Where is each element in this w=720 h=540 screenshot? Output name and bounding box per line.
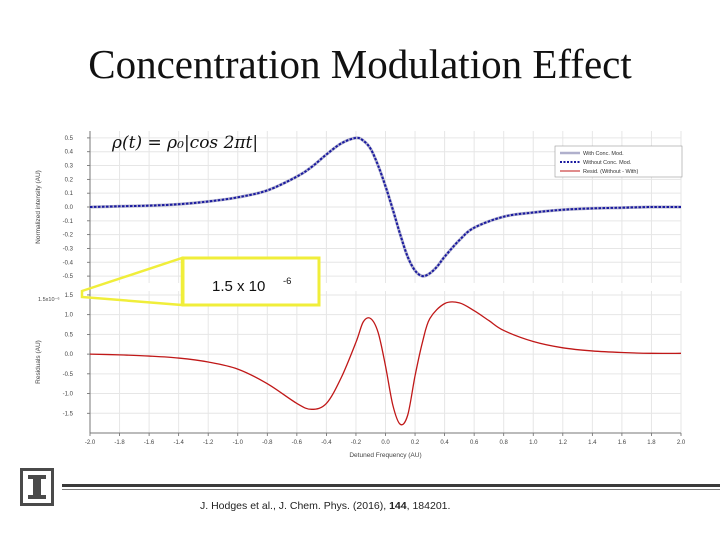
bottom-y-tick-label: -1.0 — [63, 392, 74, 398]
bottom-y-tick-label: -1.5 — [63, 411, 74, 417]
x-tick-label: 2.0 — [677, 440, 686, 446]
scale-label: 1.5x10⁻⁶ — [38, 296, 60, 303]
bottom-panel-grid — [89, 291, 682, 433]
x-tick-label: 0.0 — [381, 440, 390, 446]
highlight-box — [181, 256, 321, 307]
highlight-callout: 1.5 x 10 -6 — [80, 256, 321, 307]
top-y-tick-label: 0.4 — [65, 150, 74, 156]
highlight-zoom-lines — [80, 256, 184, 307]
top-y-tick-label: 0.1 — [65, 191, 74, 197]
x-tick-label: -1.2 — [203, 440, 214, 446]
bottom-y-axis-label: Residuals (AU) — [35, 340, 42, 384]
labels-layer: -2.0 -1.8 -1.6 -1.4 -1.2 -1.0 -0.8 -0.6 -0.4 -0.2… — [35, 133, 686, 459]
legend-entry: Without Conc. Mod. — [583, 160, 632, 166]
highlight-label: 1.5 x 10 — [212, 278, 265, 295]
x-tick-label: -1.8 — [114, 440, 125, 446]
x-axis-label: Detuned Frequency (AU) — [349, 452, 421, 459]
bottom-y-tick-label: -0.5 — [63, 372, 74, 378]
x-tick-label: -0.2 — [351, 440, 362, 446]
top-y-tick-label: -0.5 — [63, 274, 74, 280]
x-tick-label: -0.4 — [321, 440, 332, 446]
top-y-tick-label: 0.3 — [65, 164, 74, 170]
series-layer — [89, 136, 682, 426]
x-tick-label: 1.0 — [529, 440, 538, 446]
x-tick-label: -2.0 — [85, 440, 96, 446]
series-residual — [89, 301, 682, 426]
citation: J. Hodges et al., J. Chem. Phys. (2016),… — [200, 500, 451, 512]
x-tick-label: 1.2 — [559, 440, 568, 446]
legend-entry: With Conc. Mod. — [583, 151, 624, 157]
x-tick-label: 1.8 — [647, 440, 656, 446]
x-tick-label: 1.4 — [588, 440, 597, 446]
bottom-y-tick-label: 0.0 — [65, 352, 74, 358]
top-y-tick-label: -0.4 — [63, 260, 74, 266]
top-y-tick-label: -0.2 — [63, 233, 74, 239]
legend-entry: Resid. (Without - With) — [583, 169, 638, 175]
x-tick-label: 1.6 — [618, 440, 627, 446]
chart-axes — [87, 131, 682, 436]
bottom-y-tick-label: 1.0 — [65, 313, 74, 319]
top-y-tick-label: 0.5 — [65, 136, 74, 142]
footer-bar — [0, 480, 720, 496]
x-tick-label: -0.8 — [262, 440, 273, 446]
formula-label: ρ(t) = ρ₀|cos 2πt| — [111, 133, 258, 153]
top-y-tick-label: 0.2 — [65, 177, 74, 183]
x-tick-label: -1.6 — [144, 440, 155, 446]
university-logo — [20, 468, 54, 506]
legend-box — [554, 145, 683, 178]
slide-title: Concentration Modulation Effect — [88, 41, 632, 87]
top-y-tick-label: -0.3 — [63, 246, 74, 252]
top-y-tick-label: -0.1 — [63, 219, 74, 225]
x-tick-label: -0.6 — [292, 440, 303, 446]
top-y-tick-label: 0.0 — [65, 205, 74, 211]
bottom-y-tick-label: 1.5 — [65, 293, 74, 299]
x-tick-label: 0.6 — [470, 440, 479, 446]
series-without-conc-mod — [89, 136, 682, 278]
x-tick-label: -1.0 — [233, 440, 244, 446]
x-tick-label: 0.2 — [411, 440, 420, 446]
x-tick-label: 0.4 — [440, 440, 449, 446]
bottom-y-tick-label: 0.5 — [65, 332, 74, 338]
x-tick-label: -1.4 — [173, 440, 184, 446]
x-tick-label: 0.8 — [500, 440, 509, 446]
legend: With Conc. Mod. Without Conc. Mod. Resid. … — [554, 145, 683, 178]
top-y-axis-label: Normalized intensity (AU) — [35, 170, 42, 244]
highlight-exponent: -6 — [283, 276, 291, 287]
